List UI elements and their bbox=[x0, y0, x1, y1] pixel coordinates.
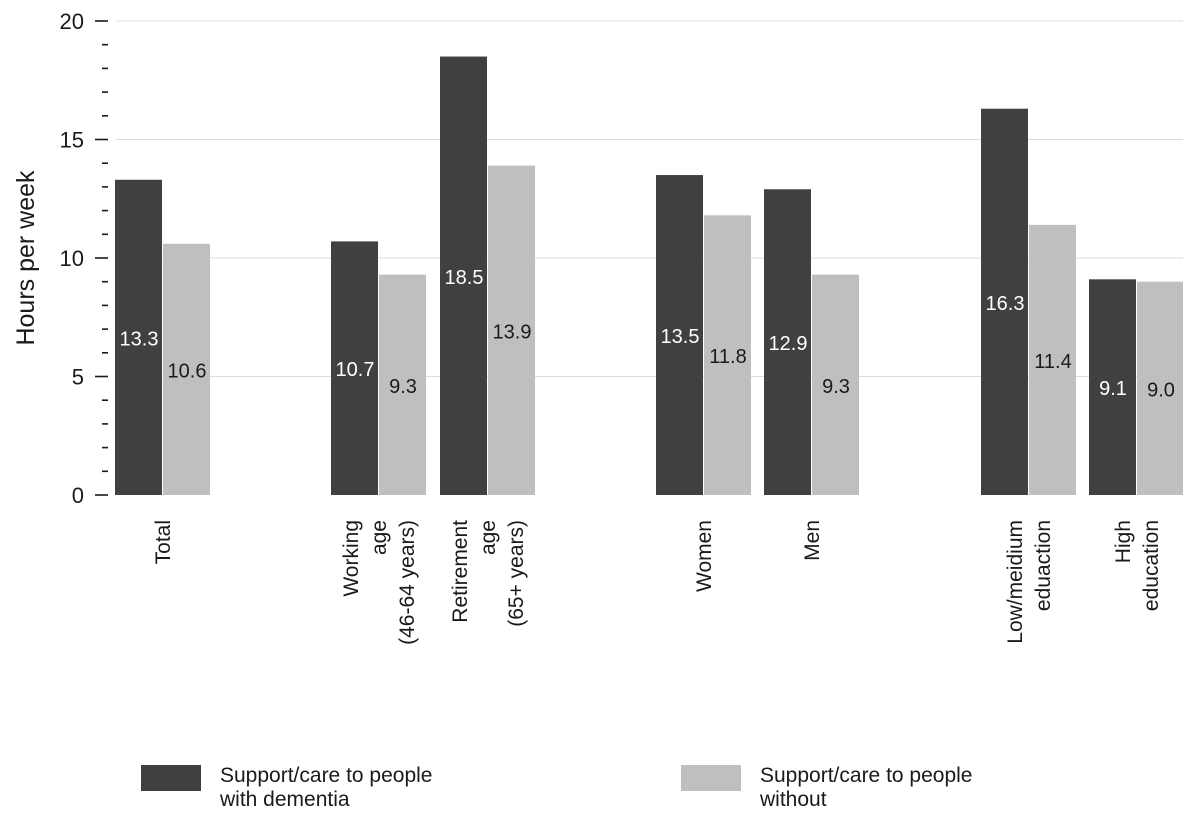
bar bbox=[981, 108, 1028, 495]
bar-value-label: 18.5 bbox=[445, 267, 484, 289]
bar-value-label: 10.7 bbox=[336, 359, 375, 381]
legend-label-without-line1: Support/care to people bbox=[760, 764, 973, 787]
category-label: Women bbox=[693, 520, 716, 592]
bar-value-label: 11.4 bbox=[1034, 351, 1071, 373]
bar bbox=[1089, 279, 1136, 495]
bar bbox=[764, 189, 811, 495]
bar bbox=[812, 274, 859, 495]
category-label: High bbox=[1112, 520, 1135, 563]
bar bbox=[379, 274, 426, 495]
bar bbox=[1137, 281, 1183, 495]
bar-value-label: 9.1 bbox=[1099, 378, 1127, 400]
bar-value-label: 9.3 bbox=[822, 376, 850, 398]
bar bbox=[163, 243, 210, 495]
y-axis: 0 5 10 15 20 bbox=[60, 9, 108, 508]
bar-value-label: 9.3 bbox=[389, 376, 417, 398]
category-label: eduaction bbox=[1032, 520, 1055, 611]
bar bbox=[656, 175, 703, 496]
bar-value-label: 10.6 bbox=[168, 360, 207, 382]
legend-label-without: Support/care to people without bbox=[760, 764, 1100, 812]
category-label: Retirement bbox=[449, 520, 472, 623]
y-tick-label: 15 bbox=[60, 128, 84, 153]
category-label: Men bbox=[801, 520, 824, 561]
bar bbox=[331, 241, 378, 495]
y-tick-label: 10 bbox=[60, 246, 84, 271]
legend-swatch-dementia bbox=[141, 765, 201, 791]
category-label: Total bbox=[152, 520, 175, 564]
bar-value-label: 9.0 bbox=[1147, 379, 1175, 401]
legend-swatch-without bbox=[681, 765, 741, 791]
bar bbox=[440, 56, 487, 496]
legend-label-dementia: Support/care to people with dementia bbox=[220, 764, 560, 812]
category-label: Working bbox=[340, 520, 363, 597]
category-label: education bbox=[1140, 520, 1163, 611]
legend-label-dementia-line2: with dementia bbox=[220, 788, 350, 811]
bar-value-label: 13.3 bbox=[120, 328, 159, 350]
x-axis-labels: Total Working age (46-64 years) Retirement ag… bbox=[152, 520, 1163, 645]
bar bbox=[115, 179, 162, 496]
legend-label-without-line2: without bbox=[760, 788, 827, 811]
bar bbox=[488, 165, 535, 495]
category-label: (46-64 years) bbox=[396, 520, 419, 645]
legend-label-dementia-line1: Support/care to people bbox=[220, 764, 433, 787]
bar-value-label: 13.5 bbox=[661, 326, 700, 348]
bars: 13.3 10.6 10.7 9.3 18.5 13.9 13.5 11.8 12.9 9.3 16… bbox=[115, 56, 1183, 496]
bar bbox=[1029, 224, 1076, 495]
y-axis-label: Hours per week bbox=[12, 170, 40, 346]
category-label: (65+ years) bbox=[505, 520, 528, 627]
category-label: age bbox=[368, 520, 391, 555]
bar-chart: 0 5 10 15 20 13.3 10.6 10.7 9.3 18.5 13.9 13.5 11.8… bbox=[12, 9, 1183, 645]
y-tick-label: 20 bbox=[60, 9, 84, 34]
bar-value-label: 11.8 bbox=[709, 346, 746, 368]
bar-value-label: 16.3 bbox=[986, 293, 1025, 315]
category-label: Low/meidium bbox=[1004, 520, 1027, 644]
bar-value-label: 12.9 bbox=[769, 333, 808, 355]
y-tick-label: 5 bbox=[72, 365, 84, 390]
category-label: age bbox=[477, 520, 500, 555]
bar-value-label: 13.9 bbox=[493, 321, 532, 343]
y-tick-label: 0 bbox=[72, 483, 84, 508]
bar bbox=[704, 215, 751, 495]
